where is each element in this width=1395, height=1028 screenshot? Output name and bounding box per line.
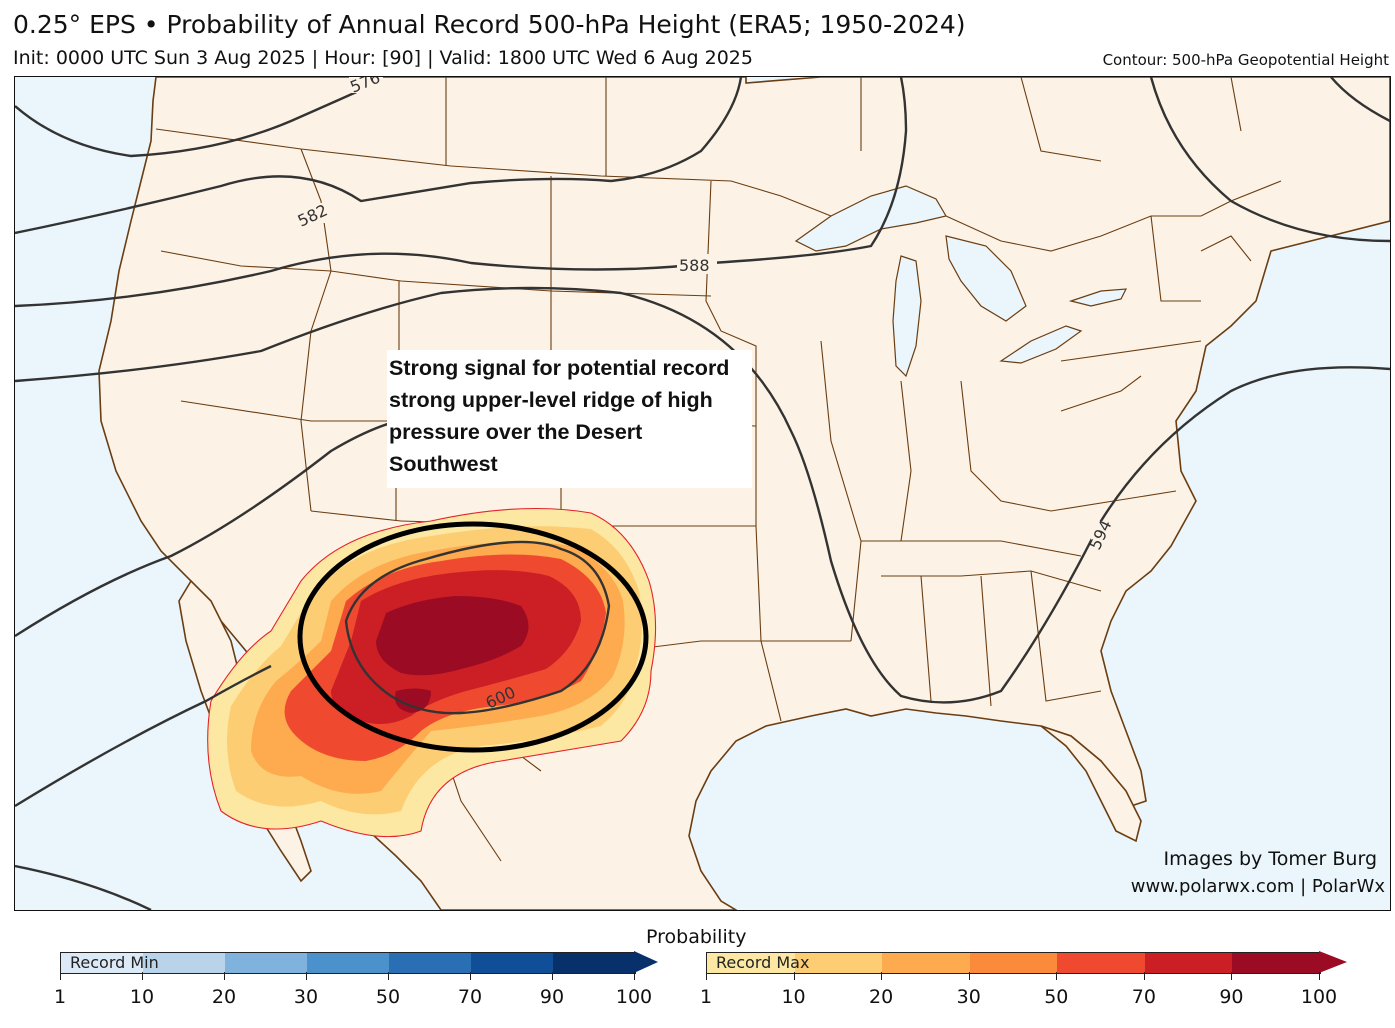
colorbar-max-arrow [1319, 951, 1347, 973]
colorbar-tick-mark [1319, 972, 1320, 980]
colorbar-swatch [307, 953, 389, 973]
colorbar-tick-mark [60, 972, 61, 980]
credit-website: www.polarwx.com | PolarWx [1131, 876, 1385, 897]
colorbar-swatch [970, 953, 1058, 973]
colorbar-swatch [1145, 953, 1233, 973]
colorbar-tick-label: 10 [781, 986, 805, 1008]
colorbar-tick-label: 30 [957, 986, 981, 1008]
colorbar-tick-label: 50 [376, 986, 400, 1008]
colorbar-tick-mark [552, 972, 553, 980]
colorbar-tick-mark [706, 972, 707, 980]
colorbar-tick-mark [1231, 972, 1232, 980]
colorbar-tick-label: 10 [130, 986, 154, 1008]
colorbar-swatch [1057, 953, 1145, 973]
colorbar-tick-label: 100 [1301, 986, 1337, 1008]
colorbar-swatch [225, 953, 307, 973]
colorbar-tick-label: 50 [1044, 986, 1068, 1008]
colorbar-tick-label: 1 [700, 986, 712, 1008]
colorbar-swatch [389, 953, 471, 973]
colorbar-tick-mark [388, 972, 389, 980]
colorbar-tick-mark [1144, 972, 1145, 980]
colorbar-tick-mark [306, 972, 307, 980]
colorbar-tick-mark [634, 972, 635, 980]
colorbar-swatch [471, 953, 553, 973]
map-canvas: 576 582 588 594 600 [15, 77, 1390, 910]
colorbar-tick-mark [142, 972, 143, 980]
map-title: 0.25° EPS • Probability of Annual Record… [13, 10, 966, 39]
colorbar-max-label: Record Max [708, 953, 809, 972]
colorbar-min-label: Record Min [62, 953, 159, 972]
map-subtitle: Init: 0000 UTC Sun 3 Aug 2025 | Hour: [9… [13, 47, 753, 69]
colorbar-swatch [1232, 953, 1320, 973]
colorbar-tick-label: 100 [616, 986, 652, 1008]
colorbar-tick-label: 1 [54, 986, 66, 1008]
colorbar-tick-mark [881, 972, 882, 980]
colorbar-tick-label: 70 [1132, 986, 1156, 1008]
colorbar-min-arrow [634, 951, 658, 973]
colorbar-tick-mark [1056, 972, 1057, 980]
legend-title: Probability [646, 926, 746, 948]
colorbar-tick-label: 90 [1219, 986, 1243, 1008]
colorbar-tick-mark [224, 972, 225, 980]
colorbar-swatch [553, 953, 635, 973]
contour-label-588: 588 [679, 256, 710, 275]
colorbar-swatch [882, 953, 970, 973]
colorbar-tick-mark [969, 972, 970, 980]
contour-description: Contour: 500-hPa Geopotential Height [1103, 51, 1389, 69]
colorbar-tick-label: 70 [458, 986, 482, 1008]
colorbar-tick-label: 20 [869, 986, 893, 1008]
credit-author: Images by Tomer Burg [1164, 848, 1377, 870]
colorbar-tick-label: 20 [212, 986, 236, 1008]
colorbar-tick-label: 90 [540, 986, 564, 1008]
annotation-text: Strong signal for potential record stron… [389, 352, 751, 480]
colorbar-tick-mark [470, 972, 471, 980]
colorbar-tick-mark [794, 972, 795, 980]
map-panel: 576 582 588 594 600 [14, 76, 1391, 911]
colorbar-tick-label: 30 [294, 986, 318, 1008]
